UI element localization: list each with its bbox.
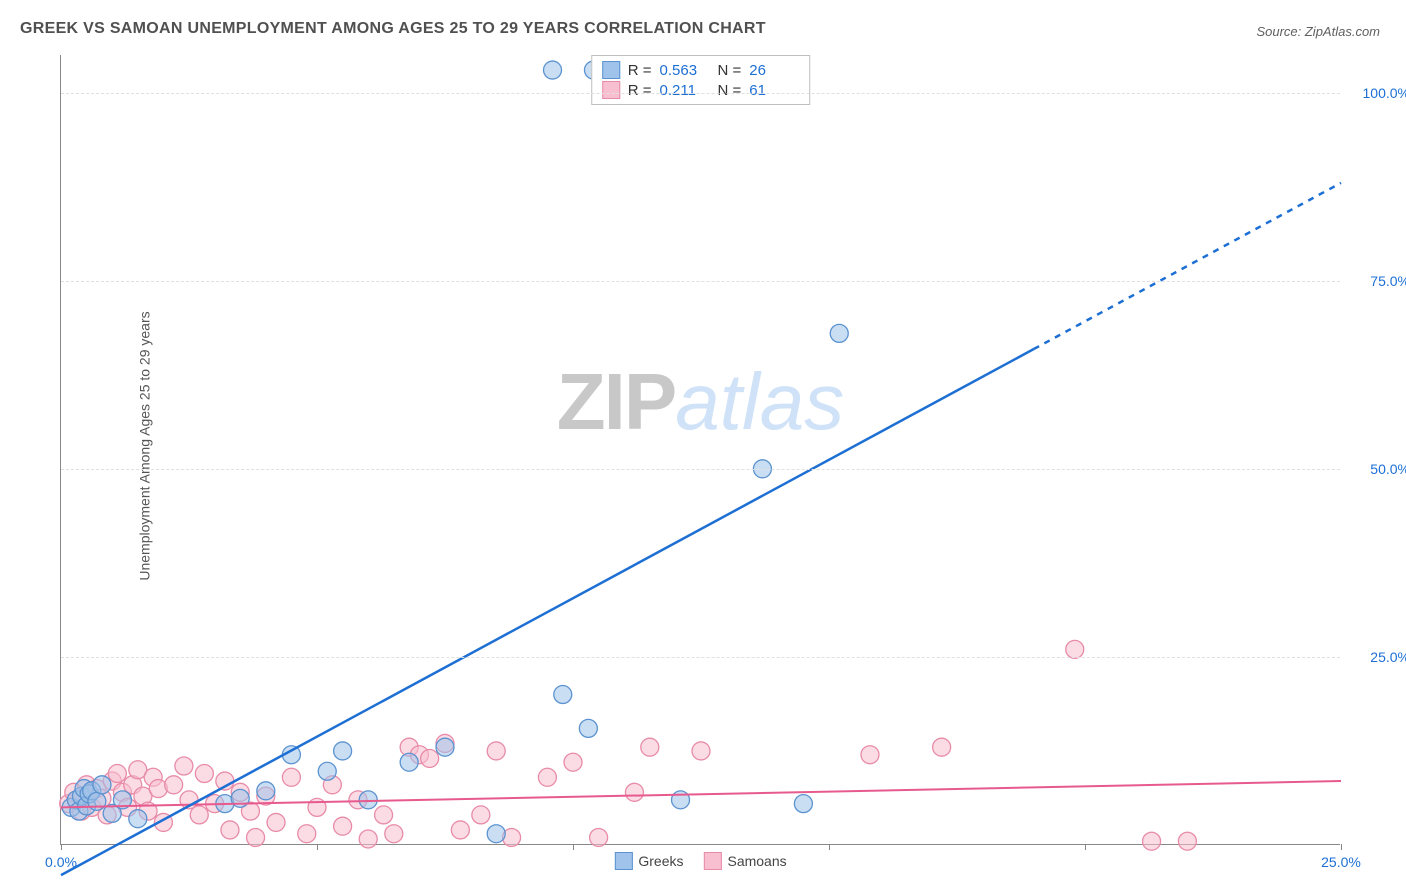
data-point — [564, 753, 582, 771]
data-point — [385, 825, 403, 843]
data-point — [195, 765, 213, 783]
x-tick — [1085, 844, 1086, 850]
chart-title: GREEK VS SAMOAN UNEMPLOYMENT AMONG AGES … — [20, 20, 766, 38]
n-value: 26 — [749, 62, 799, 79]
data-point — [359, 830, 377, 848]
r-value: 0.211 — [660, 82, 710, 99]
y-tick-label: 25.0% — [1350, 649, 1406, 665]
trend-line — [61, 349, 1034, 875]
x-tick — [317, 844, 318, 850]
n-label: N = — [718, 82, 742, 99]
data-point — [334, 817, 352, 835]
trend-line-dashed — [1034, 183, 1341, 349]
data-point — [579, 719, 597, 737]
n-label: N = — [718, 62, 742, 79]
trend-line — [61, 781, 1341, 807]
data-point — [359, 791, 377, 809]
r-label: R = — [628, 82, 652, 99]
legend-item: Samoans — [703, 852, 786, 870]
data-point — [129, 810, 147, 828]
data-point — [375, 806, 393, 824]
data-point — [538, 768, 556, 786]
gridline — [61, 281, 1340, 282]
data-point — [93, 776, 111, 794]
data-point — [282, 768, 300, 786]
legend: Greeks Samoans — [614, 852, 786, 870]
stats-box: R = 0.563 N = 26 R = 0.211 N = 61 — [591, 55, 811, 105]
data-point — [318, 762, 336, 780]
data-point — [298, 825, 316, 843]
data-point — [436, 738, 454, 756]
data-point — [165, 776, 183, 794]
chart-svg — [61, 55, 1340, 844]
data-point — [1143, 832, 1161, 850]
data-point — [794, 795, 812, 813]
data-point — [692, 742, 710, 760]
data-point — [247, 828, 265, 846]
stats-swatch — [602, 81, 620, 99]
x-tick-label: 25.0% — [1321, 854, 1361, 870]
data-point — [1178, 832, 1196, 850]
gridline — [61, 93, 1340, 94]
legend-swatch — [614, 852, 632, 870]
data-point — [641, 738, 659, 756]
data-point — [190, 806, 208, 824]
data-point — [487, 742, 505, 760]
gridline — [61, 469, 1340, 470]
x-tick — [573, 844, 574, 850]
legend-label: Greeks — [638, 853, 683, 869]
data-point — [451, 821, 469, 839]
data-point — [487, 825, 505, 843]
x-tick — [1341, 844, 1342, 850]
data-point — [554, 686, 572, 704]
plot-area: ZIPatlas R =0.563N =26R =0.211N =61 Gree… — [60, 55, 1340, 845]
data-point — [544, 61, 562, 79]
stats-swatch — [602, 61, 620, 79]
data-point — [625, 783, 643, 801]
data-point — [221, 821, 239, 839]
data-point — [334, 742, 352, 760]
data-point — [421, 749, 439, 767]
x-tick-label: 0.0% — [45, 854, 77, 870]
data-point — [933, 738, 951, 756]
legend-label: Samoans — [727, 853, 786, 869]
y-tick-label: 75.0% — [1350, 273, 1406, 289]
data-point — [400, 753, 418, 771]
data-point — [590, 828, 608, 846]
r-label: R = — [628, 62, 652, 79]
legend-item: Greeks — [614, 852, 683, 870]
x-tick — [61, 844, 62, 850]
y-tick-label: 100.0% — [1350, 85, 1406, 101]
data-point — [257, 782, 275, 800]
r-value: 0.563 — [660, 62, 710, 79]
data-point — [175, 757, 193, 775]
data-point — [267, 813, 285, 831]
source-attribution: Source: ZipAtlas.com — [1256, 24, 1380, 39]
stats-row: R = 0.563 N = 26 — [602, 60, 800, 80]
legend-swatch — [703, 852, 721, 870]
stats-row: R = 0.211 N = 61 — [602, 80, 800, 100]
y-tick-label: 50.0% — [1350, 461, 1406, 477]
data-point — [861, 746, 879, 764]
n-value: 61 — [749, 82, 799, 99]
x-tick — [829, 844, 830, 850]
gridline — [61, 657, 1340, 658]
data-point — [472, 806, 490, 824]
data-point — [1066, 640, 1084, 658]
data-point — [108, 765, 126, 783]
data-point — [830, 324, 848, 342]
